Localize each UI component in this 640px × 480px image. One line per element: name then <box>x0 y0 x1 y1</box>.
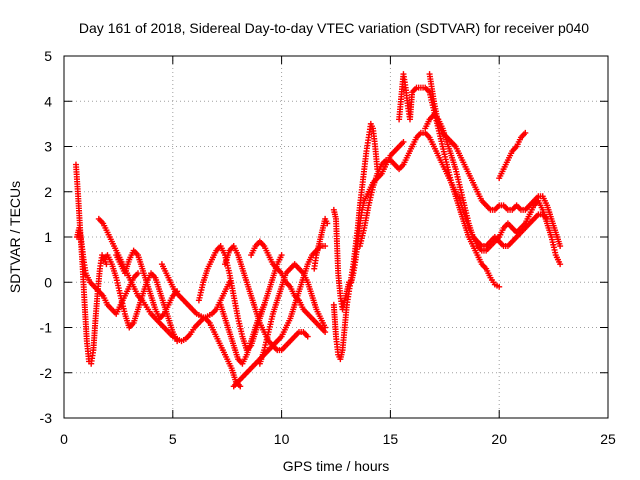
series-t16 <box>356 143 416 250</box>
plus-marker <box>522 129 529 136</box>
plus-marker <box>496 283 503 290</box>
y-tick-label: -1 <box>40 320 53 336</box>
plus-marker <box>134 270 141 277</box>
x-tick-label: 0 <box>60 431 68 447</box>
plus-marker <box>103 261 110 268</box>
plus-marker <box>322 324 329 331</box>
x-tick-labels: 0 5 10 15 20 25 <box>60 431 616 447</box>
series-t8 <box>217 252 285 367</box>
plus-marker <box>304 333 311 340</box>
y-tick-label: 2 <box>44 184 52 200</box>
x-tick-label: 10 <box>274 431 290 447</box>
series-t4 <box>100 252 181 345</box>
chart-title: Day 161 of 2018, Sidereal Day-to-day VTE… <box>79 20 589 36</box>
plus-marker <box>322 243 329 250</box>
plus-marker <box>237 383 244 390</box>
y-tick-labels: -3 -2 -1 0 1 2 3 4 5 <box>40 48 53 426</box>
series-t13 <box>311 215 331 272</box>
y-tick-label: 3 <box>44 139 52 155</box>
y-tick-label: 5 <box>44 48 52 64</box>
y-tick-label: -2 <box>40 365 53 381</box>
y-axis-label: SDTVAR / TECUs <box>7 181 23 293</box>
series-t21 <box>496 129 529 182</box>
series-t12 <box>256 261 329 367</box>
x-tick-label: 20 <box>491 431 507 447</box>
y-tick-label: 4 <box>44 93 52 109</box>
data-points <box>72 71 564 390</box>
plus-marker <box>174 338 181 345</box>
y-tick-label: 1 <box>44 229 52 245</box>
x-axis-label: GPS time / hours <box>283 458 390 474</box>
x-tick-label: 15 <box>383 431 399 447</box>
x-tick-label: 25 <box>600 431 616 447</box>
plus-marker <box>400 138 407 145</box>
y-tick-label: 0 <box>44 274 52 290</box>
series-t6 <box>158 261 244 390</box>
plot-frame <box>63 55 609 419</box>
plus-marker <box>278 252 285 259</box>
plus-marker <box>557 243 564 250</box>
series-t20 <box>426 71 564 250</box>
series-t5 <box>113 247 181 322</box>
x-tick-label: 5 <box>169 431 177 447</box>
plus-marker <box>324 220 331 227</box>
y-tick-label: -3 <box>40 410 53 426</box>
plus-marker <box>557 261 564 268</box>
